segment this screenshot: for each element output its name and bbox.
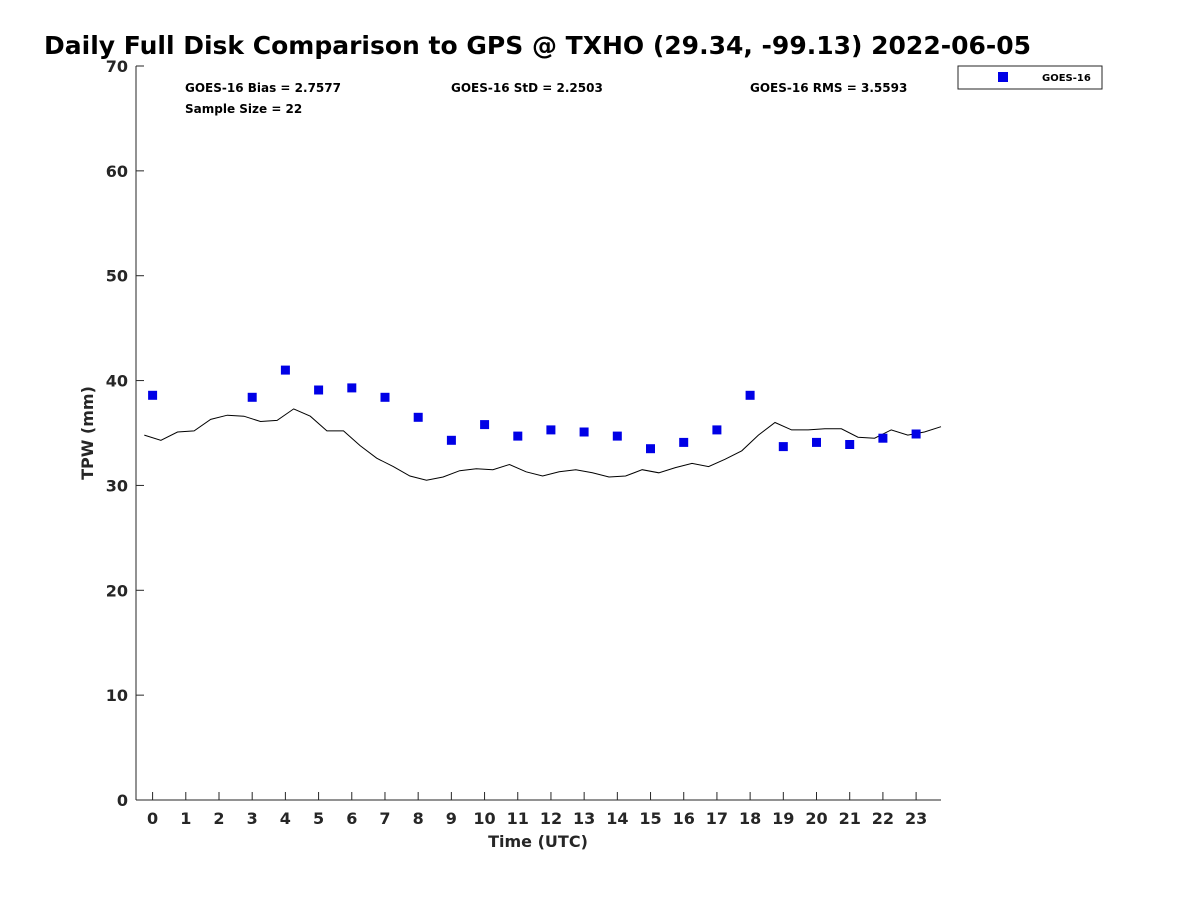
x-tick-label: 3: [247, 809, 258, 828]
goes16-point: [679, 437, 689, 447]
x-tick-label: 15: [639, 809, 661, 828]
goes16-point: [446, 435, 456, 445]
gps-tpw-line: [144, 408, 942, 481]
goes16-point: [280, 365, 290, 375]
legend: GOES-16: [957, 65, 1103, 90]
y-axis-label: TPW (mm): [78, 386, 97, 480]
goes16-point: [878, 433, 888, 443]
goes16-point: [513, 431, 523, 441]
y-tick-label: 20: [106, 581, 128, 600]
goes16-point: [314, 385, 324, 395]
y-tick-label: 0: [117, 791, 128, 810]
goes16-point: [712, 425, 722, 435]
goes16-point: [480, 420, 490, 430]
y-tick-label: 60: [106, 162, 128, 181]
goes16-point: [612, 431, 622, 441]
x-tick-label: 17: [706, 809, 728, 828]
sample-size-stat: Sample Size = 22: [185, 102, 302, 116]
x-tick-label: 18: [739, 809, 761, 828]
goes16-point: [778, 442, 788, 452]
goes16-point: [148, 390, 158, 400]
x-tick-label: 4: [280, 809, 291, 828]
y-tick-label: 70: [106, 57, 128, 76]
goes16-point: [413, 412, 423, 422]
chart-title: Daily Full Disk Comparison to GPS @ TXHO…: [44, 31, 1031, 60]
x-tick-label: 1: [180, 809, 191, 828]
x-tick-label: 9: [446, 809, 457, 828]
y-axis-ticks: 0 10 20 30 40 50 60 70: [106, 57, 144, 810]
x-tick-label: 2: [213, 809, 224, 828]
y-tick-label: 30: [106, 476, 128, 495]
goes16-point: [812, 437, 821, 447]
y-tick-label: 10: [106, 686, 128, 705]
goes16-point: [646, 444, 655, 454]
series-layer: [144, 365, 942, 481]
x-tick-label: 22: [872, 809, 894, 828]
x-tick-label: 14: [606, 809, 628, 828]
x-tick-label: 8: [413, 809, 424, 828]
bias-stat: GOES-16 Bias = 2.7577: [185, 81, 341, 95]
goes16-point: [911, 429, 921, 439]
goes16-point: [347, 383, 357, 393]
goes16-point: [745, 390, 755, 400]
legend-box: [957, 65, 1103, 90]
legend-marker-goes16: [998, 72, 1008, 82]
y-tick-label: 40: [106, 372, 128, 391]
x-tick-label: 20: [805, 809, 827, 828]
x-tick-label: 5: [313, 809, 324, 828]
goes16-point: [546, 425, 556, 435]
x-tick-label: 6: [346, 809, 357, 828]
goes16-point: [579, 427, 589, 437]
rms-stat: GOES-16 RMS = 3.5593: [750, 81, 907, 95]
x-axis-ticks: 0 1 2 3 4 5 6 7 8 9 10 11 12 13 14 15 16 17 18 19 20 21 22 23: [147, 792, 927, 828]
x-tick-label: 12: [540, 809, 562, 828]
x-tick-label: 10: [473, 809, 495, 828]
x-tick-label: 13: [573, 809, 595, 828]
goes16-point: [845, 440, 855, 449]
goes16-point: [380, 392, 390, 402]
std-stat: GOES-16 StD = 2.2503: [451, 81, 603, 95]
x-axis-label: Time (UTC): [488, 832, 588, 851]
x-tick-label: 23: [905, 809, 927, 828]
legend-label-goes16: GOES-16: [1042, 73, 1091, 84]
y-tick-label: 50: [106, 267, 128, 286]
x-tick-label: 7: [379, 809, 390, 828]
goes16-point: [247, 392, 257, 402]
x-tick-label: 0: [147, 809, 158, 828]
x-tick-label: 16: [673, 809, 695, 828]
x-tick-label: 11: [507, 809, 529, 828]
x-tick-label: 21: [839, 809, 861, 828]
plot-axes: [135, 66, 941, 801]
x-tick-label: 19: [772, 809, 794, 828]
